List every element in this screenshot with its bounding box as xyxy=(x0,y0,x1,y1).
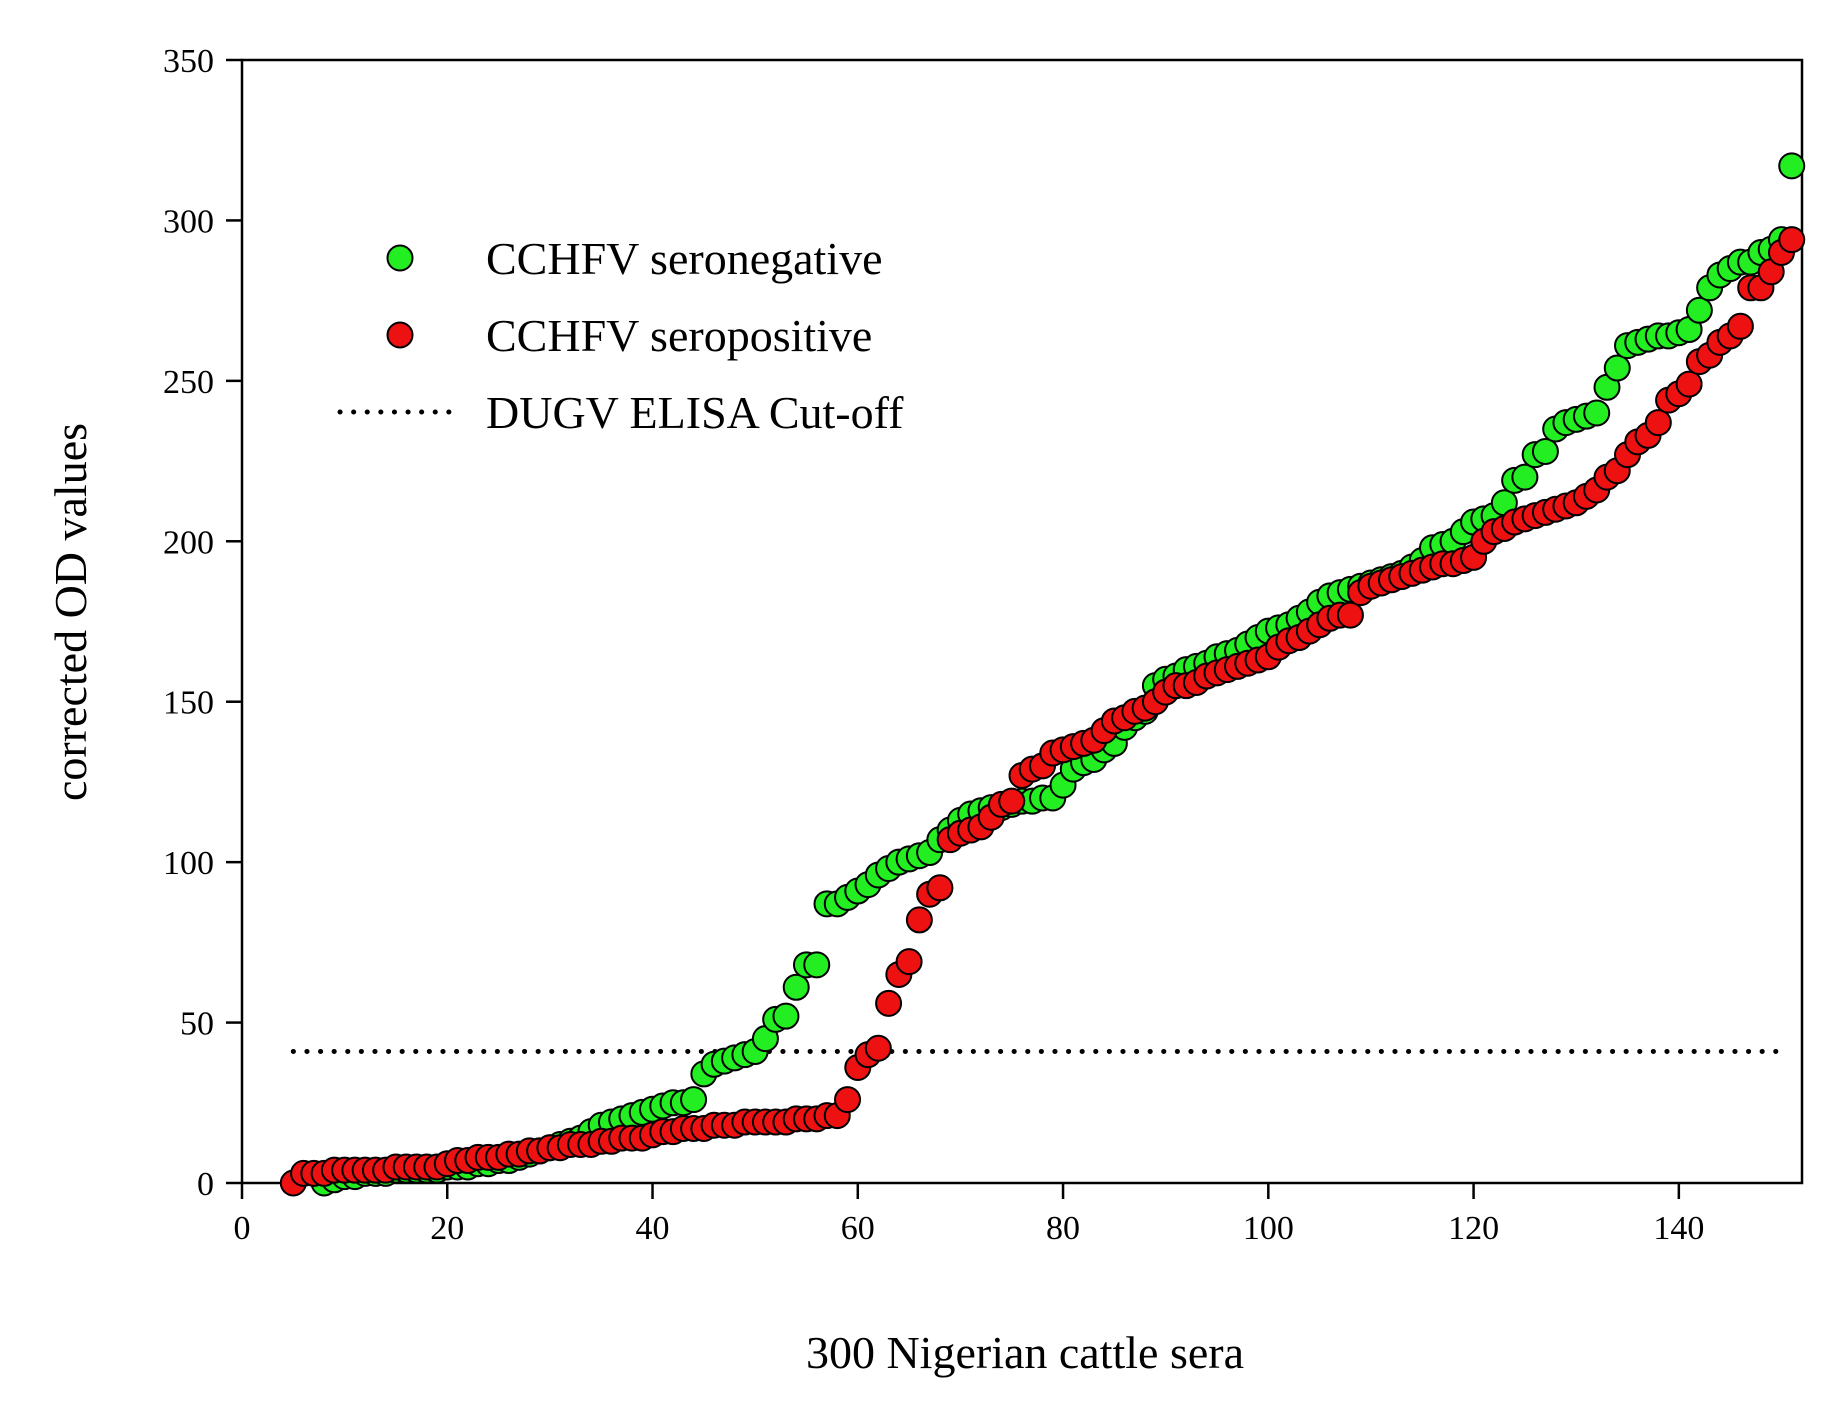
y-tick-label: 0 xyxy=(197,1166,214,1203)
legend-label-seronegative: CCHFV seronegative xyxy=(486,233,883,284)
seronegative-point xyxy=(772,1002,800,1030)
seropositive-point xyxy=(895,948,923,976)
series-group xyxy=(279,152,1806,1197)
seronegative-point xyxy=(1685,296,1713,324)
y-tick-label: 100 xyxy=(163,845,214,882)
seropositive-point xyxy=(834,1086,862,1114)
y-tick-label: 250 xyxy=(163,364,214,401)
x-tick-label: 140 xyxy=(1653,1210,1704,1247)
x-tick-label: 120 xyxy=(1448,1210,1499,1247)
seropositive-point xyxy=(1675,370,1703,398)
legend-marker-seronegative xyxy=(386,244,414,272)
y-tick-label: 350 xyxy=(163,43,214,80)
x-axis-title: 300 Nigerian cattle sera xyxy=(806,1327,1244,1378)
seropositive-point xyxy=(1336,601,1364,629)
x-tick-label: 20 xyxy=(430,1210,464,1247)
seronegative-point xyxy=(1531,437,1559,465)
y-tick-label: 200 xyxy=(163,524,214,561)
x-tick-label: 0 xyxy=(234,1210,251,1247)
x-tick-label: 100 xyxy=(1243,1210,1294,1247)
seropositive-point xyxy=(1644,409,1672,437)
seropositive-point xyxy=(926,874,954,902)
seropositive-point xyxy=(875,989,903,1017)
axes-group: 0 20 40 60 80 100 120 140 0 50 100 150 200 250 300 350 xyxy=(163,43,1804,1247)
x-tick-label: 40 xyxy=(636,1210,670,1247)
seropositive-point xyxy=(905,906,933,934)
legend-label-seropositive: CCHFV seropositive xyxy=(486,310,872,361)
y-tick-label: 300 xyxy=(163,203,214,240)
y-tick-label: 150 xyxy=(163,685,214,722)
seronegative-point xyxy=(1603,354,1631,382)
seronegative-point xyxy=(680,1086,708,1114)
seropositive-point xyxy=(1726,312,1754,340)
seropositive-point xyxy=(864,1034,892,1062)
plot-frame xyxy=(240,58,1804,1185)
legend-marker-seropositive xyxy=(386,321,414,349)
seronegative-point xyxy=(1778,152,1806,180)
seropositive-point xyxy=(998,787,1026,815)
seronegative-point xyxy=(803,951,831,979)
series-seropositive xyxy=(279,226,1806,1197)
x-tick-label: 60 xyxy=(841,1210,875,1247)
seronegative-point xyxy=(782,973,810,1001)
seropositive-point xyxy=(1778,226,1806,254)
seronegative-point xyxy=(1511,463,1539,491)
seronegative-point xyxy=(1583,399,1611,427)
legend: CCHFV seronegative CCHFV seropositive DUGV… xyxy=(337,233,904,438)
legend-label-cutoff: DUGV ELISA Cut-off xyxy=(486,387,904,438)
x-tick-label: 80 xyxy=(1046,1210,1080,1247)
y-tick-label: 50 xyxy=(180,1006,214,1043)
y-axis-title: corrected OD values xyxy=(45,423,96,801)
